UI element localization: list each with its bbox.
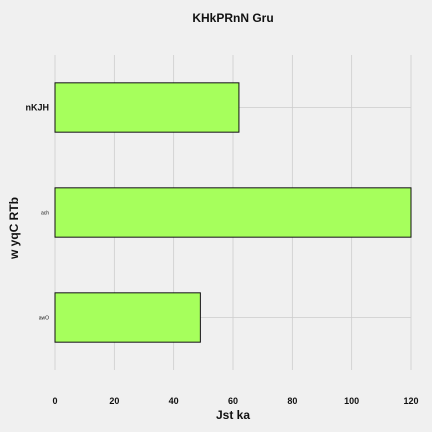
x-tick-label: 0 <box>52 396 57 406</box>
chart-title: KHkPRnN Gru <box>192 11 273 25</box>
y-tick-label: ach <box>41 211 49 217</box>
bar-awO <box>54 292 201 343</box>
y-axis-label: w yqC RTb <box>7 197 21 260</box>
x-tick-label: 100 <box>344 396 359 406</box>
x-tick-label: 20 <box>109 396 119 406</box>
y-tick-label: awO <box>39 316 49 322</box>
x-tick-label: 60 <box>228 396 238 406</box>
bar-group <box>54 82 412 343</box>
x-tick-labels: 0 20 40 60 80 100 120 <box>52 396 418 406</box>
x-tick-label: 80 <box>287 396 297 406</box>
x-tick-label: 120 <box>403 396 418 406</box>
x-tick-label: 40 <box>169 396 179 406</box>
y-tick-label: nKJH <box>25 103 49 113</box>
bar-ach <box>54 187 412 238</box>
bar-nKJH <box>54 82 240 133</box>
y-tick-labels: nKJH ach awO <box>25 103 49 322</box>
x-axis-label: Jst ka <box>216 408 250 422</box>
